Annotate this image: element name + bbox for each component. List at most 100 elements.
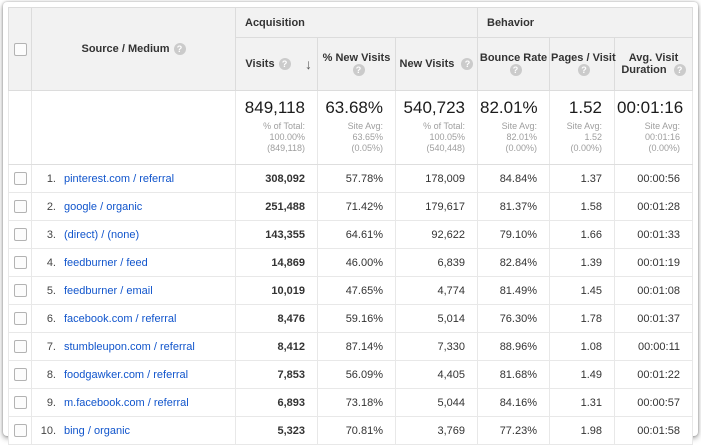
row-checkbox[interactable] [13,200,27,213]
pages-visit-cell: 1.49 [549,360,615,389]
row-checkbox[interactable] [13,396,27,409]
column-header-visits[interactable]: Visits? ↓ [235,37,318,91]
column-header-pages-visit[interactable]: Pages / Visit ? [549,37,616,91]
totals-bounce-rate-cell: 82.01% Site Avg: 82.01% (0.00%) [477,90,550,165]
row-source-cell: 4. feedburner / feed [31,248,236,277]
new-visits-cell: 4,405 [395,360,478,389]
bounce-rate-cell: 77.23% [477,416,550,445]
row-checkbox[interactable] [13,284,27,297]
bounce-rate-cell: 79.10% [477,220,550,249]
row-rank: 10. [40,424,56,437]
source-medium-link[interactable]: google / organic [64,200,143,213]
row-source-cell: 10. bing / organic [31,416,236,445]
table-row: 1. pinterest.com / referral 308,092 57.78% 1… [8,164,694,193]
column-header-bounce-rate[interactable]: Bounce Rate ? [477,37,550,91]
totals-bounce-rate-value: 82.01% [480,98,538,117]
row-checkbox-cell [8,220,32,249]
totals-row: 849,118 % of Total: 100.00% (849,118) 63.6… [8,90,694,165]
row-checkbox[interactable] [13,340,27,353]
pct-new-visits-cell: 73.18% [317,388,396,417]
help-icon[interactable]: ? [509,64,522,77]
group-header-acquisition: Acquisition [235,7,478,38]
column-header-pct-new-visits[interactable]: % New Visits ? [317,37,396,91]
row-checkbox[interactable] [13,424,27,437]
visits-cell: 251,488 [235,192,318,221]
help-icon[interactable]: ? [352,64,365,77]
row-checkbox[interactable] [13,312,27,325]
totals-pct-new-visits-value: 63.68% [325,98,383,117]
pages-visit-cell: 1.66 [549,220,615,249]
totals-bounce-rate-subtext: Site Avg: 82.01% (0.00%) [501,121,537,153]
column-header-new-visits[interactable]: New Visits ? [395,37,478,91]
source-medium-link[interactable]: facebook.com / referral [64,312,177,325]
totals-visits-subtext: % of Total: 100.00% (849,118) [263,121,305,153]
source-medium-link[interactable]: feedburner / email [64,284,153,297]
duration-cell: 00:00:11 [613,332,694,361]
row-rank: 1. [46,172,56,185]
help-icon[interactable]: ? [278,58,291,71]
analytics-table-card: Source / Medium? Acquisition Behavior Vi… [3,2,698,445]
source-medium-link[interactable]: feedburner / feed [64,256,148,269]
pages-visit-cell: 1.37 [549,164,615,193]
help-icon[interactable]: ? [673,64,686,77]
table-row: 2. google / organic 251,488 71.42% 179,617 81… [8,192,694,221]
new-visits-label: New Visits [399,57,455,70]
row-checkbox-cell [8,276,32,305]
bounce-rate-cell: 76.30% [477,304,550,333]
row-source-cell: 5. feedburner / email [31,276,236,305]
duration-cell: 00:00:56 [613,164,694,193]
source-medium-link[interactable]: pinterest.com / referral [64,172,175,185]
row-rank: 3. [46,228,56,241]
pages-visit-cell: 1.39 [549,248,615,277]
table-row: 7. stumbleupon.com / referral 8,412 87.14% 7… [8,332,694,361]
bounce-rate-cell: 81.37% [477,192,550,221]
group-header-row: Source / Medium? Acquisition Behavior [8,7,694,91]
duration-cell: 00:01:22 [613,360,694,389]
pct-new-visits-cell: 70.81% [317,416,396,445]
row-checkbox[interactable] [13,368,27,381]
help-icon[interactable]: ? [173,43,186,56]
source-medium-link[interactable]: (direct) / (none) [64,228,140,241]
source-medium-link[interactable]: bing / organic [64,424,131,437]
help-icon[interactable]: ? [461,58,474,71]
pct-new-visits-cell: 46.00% [317,248,396,277]
source-medium-link[interactable]: foodgawker.com / referral [64,368,189,381]
select-all-checkbox[interactable] [13,42,27,56]
row-checkbox[interactable] [13,172,27,185]
column-header-source-medium[interactable]: Source / Medium? [31,7,236,91]
bounce-rate-cell: 82.84% [477,248,550,277]
visits-cell: 14,869 [235,248,318,277]
pct-new-visits-cell: 59.16% [317,304,396,333]
pages-visit-cell: 1.31 [549,388,615,417]
bounce-rate-cell: 88.96% [477,332,550,361]
source-medium-link[interactable]: m.facebook.com / referral [64,396,189,409]
visits-cell: 5,323 [235,416,318,445]
visits-cell: 10,019 [235,276,318,305]
row-rank: 9. [46,396,56,409]
visits-cell: 7,853 [235,360,318,389]
bounce-rate-cell: 84.16% [477,388,550,417]
duration-cell: 00:00:57 [613,388,694,417]
row-checkbox[interactable] [13,228,27,241]
help-icon[interactable]: ? [578,64,590,77]
duration-cell: 00:01:08 [613,276,694,305]
pages-visit-cell: 1.45 [549,276,615,305]
new-visits-cell: 92,622 [395,220,478,249]
select-all-cell[interactable] [8,7,32,91]
visits-cell: 8,476 [235,304,318,333]
bounce-rate-cell: 81.68% [477,360,550,389]
row-checkbox-cell [8,192,32,221]
row-source-cell: 1. pinterest.com / referral [31,164,236,193]
table-row: 8. foodgawker.com / referral 7,853 56.09% 4,… [8,360,694,389]
source-medium-link[interactable]: stumbleupon.com / referral [64,340,195,353]
row-rank: 2. [46,200,56,213]
row-source-cell: 2. google / organic [31,192,236,221]
column-header-avg-visit-duration[interactable]: Avg. Visit Duration ? [613,37,694,91]
new-visits-cell: 7,330 [395,332,478,361]
table-row: 9. m.facebook.com / referral 6,893 73.18% 5,… [8,388,694,417]
column-header-row: Visits? ↓ % New Visits ? New Visits ? Bo… [9,37,694,91]
row-source-cell: 3. (direct) / (none) [31,220,236,249]
row-checkbox[interactable] [13,256,27,269]
sort-descending-icon[interactable]: ↓ [305,56,312,72]
visits-label: Visits [245,57,275,70]
